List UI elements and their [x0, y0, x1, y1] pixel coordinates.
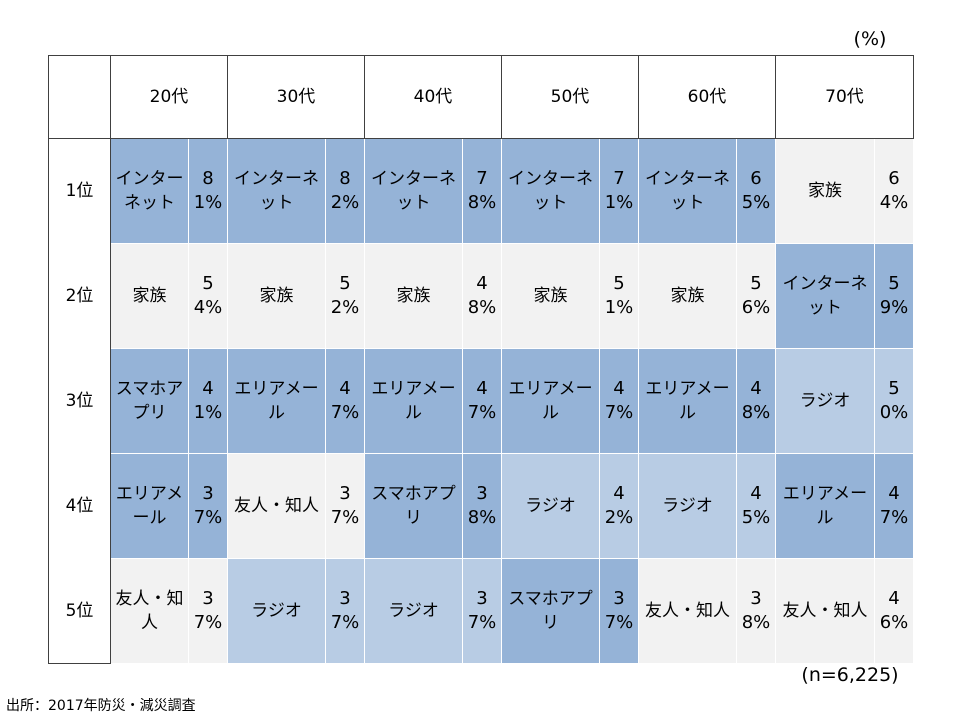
column-header: 20代: [110, 55, 228, 139]
corner-cell: [48, 55, 111, 139]
item-cell: 家族: [110, 243, 189, 349]
percent-cell: 56%: [736, 243, 776, 349]
percent-cell: 38%: [462, 453, 502, 559]
item-cell: インターネット: [227, 138, 326, 244]
rank-label: 2位: [48, 243, 111, 349]
rank-label: 1位: [48, 138, 111, 244]
item-cell: 友人・知人: [775, 558, 875, 664]
percent-cell: 81%: [188, 138, 228, 244]
unit-label: (%): [853, 28, 887, 50]
item-cell: インターネット: [638, 138, 737, 244]
percent-cell: 65%: [736, 138, 776, 244]
percent-cell: 45%: [736, 453, 776, 559]
percent-cell: 37%: [188, 558, 228, 664]
item-cell: インターネット: [364, 138, 463, 244]
ranking-table: 20代 30代 40代 50代 60代 70代 1位 インターネット 81% インターネット 82%…: [48, 55, 914, 664]
sample-size: (n=6,225): [801, 664, 899, 686]
column-header: 60代: [638, 55, 776, 139]
percent-cell: 82%: [325, 138, 365, 244]
item-cell: エリアメール: [364, 348, 463, 454]
percent-cell: 54%: [188, 243, 228, 349]
column-header: 30代: [227, 55, 365, 139]
item-cell: 家族: [775, 138, 875, 244]
percent-cell: 71%: [599, 138, 639, 244]
percent-cell: 47%: [462, 348, 502, 454]
item-cell: エリアメール: [227, 348, 326, 454]
rank-row: 1位 インターネット 81% インターネット 82% インターネット 78% インターネット 7…: [48, 138, 914, 244]
item-cell: 友人・知人: [110, 558, 189, 664]
item-cell: ラジオ: [364, 558, 463, 664]
percent-cell: 51%: [599, 243, 639, 349]
item-cell: スマホアプリ: [501, 558, 600, 664]
percent-cell: 50%: [874, 348, 914, 454]
item-cell: 家族: [227, 243, 326, 349]
percent-cell: 37%: [462, 558, 502, 664]
percent-cell: 41%: [188, 348, 228, 454]
item-cell: 友人・知人: [638, 558, 737, 664]
item-cell: 家族: [638, 243, 737, 349]
percent-cell: 64%: [874, 138, 914, 244]
column-header: 70代: [775, 55, 914, 139]
percent-cell: 52%: [325, 243, 365, 349]
item-cell: エリアメール: [775, 453, 875, 559]
item-cell: インターネット: [110, 138, 189, 244]
item-cell: 友人・知人: [227, 453, 326, 559]
item-cell: 家族: [501, 243, 600, 349]
item-cell: ラジオ: [501, 453, 600, 559]
percent-cell: 42%: [599, 453, 639, 559]
item-cell: 家族: [364, 243, 463, 349]
rank-label: 4位: [48, 453, 111, 559]
item-cell: インターネット: [775, 243, 875, 349]
rank-label: 5位: [48, 558, 111, 664]
percent-cell: 37%: [325, 453, 365, 559]
percent-cell: 37%: [188, 453, 228, 559]
percent-cell: 38%: [736, 558, 776, 664]
item-cell: スマホアプリ: [364, 453, 463, 559]
source-note: 出所：2017年防災・減災調査: [6, 698, 196, 714]
item-cell: ラジオ: [227, 558, 326, 664]
percent-cell: 47%: [599, 348, 639, 454]
rank-row: 5位 友人・知人 37% ラジオ 37% ラジオ 37% スマホアプリ 37% 友人・知人 38% 友…: [48, 558, 914, 664]
header-row: 20代 30代 40代 50代 60代 70代: [48, 55, 914, 139]
column-header: 50代: [501, 55, 639, 139]
item-cell: スマホアプリ: [110, 348, 189, 454]
rank-row: 4位 エリアメール 37% 友人・知人 37% スマホアプリ 38% ラジオ 42% ラジオ 45%…: [48, 453, 914, 559]
item-cell: エリアメール: [638, 348, 737, 454]
percent-cell: 48%: [462, 243, 502, 349]
percent-cell: 59%: [874, 243, 914, 349]
item-cell: エリアメール: [110, 453, 189, 559]
percent-cell: 37%: [599, 558, 639, 664]
rank-row: 3位 スマホアプリ 41% エリアメール 47% エリアメール 47% エリアメール 47% エリ…: [48, 348, 914, 454]
percent-cell: 37%: [325, 558, 365, 664]
rank-label: 3位: [48, 348, 111, 454]
item-cell: ラジオ: [775, 348, 875, 454]
percent-cell: 46%: [874, 558, 914, 664]
rank-row: 2位 家族 54% 家族 52% 家族 48% 家族 51% 家族 56% インターネット 59%: [48, 243, 914, 349]
percent-cell: 78%: [462, 138, 502, 244]
percent-cell: 48%: [736, 348, 776, 454]
item-cell: インターネット: [501, 138, 600, 244]
item-cell: エリアメール: [501, 348, 600, 454]
column-header: 40代: [364, 55, 502, 139]
percent-cell: 47%: [325, 348, 365, 454]
item-cell: ラジオ: [638, 453, 737, 559]
percent-cell: 47%: [874, 453, 914, 559]
